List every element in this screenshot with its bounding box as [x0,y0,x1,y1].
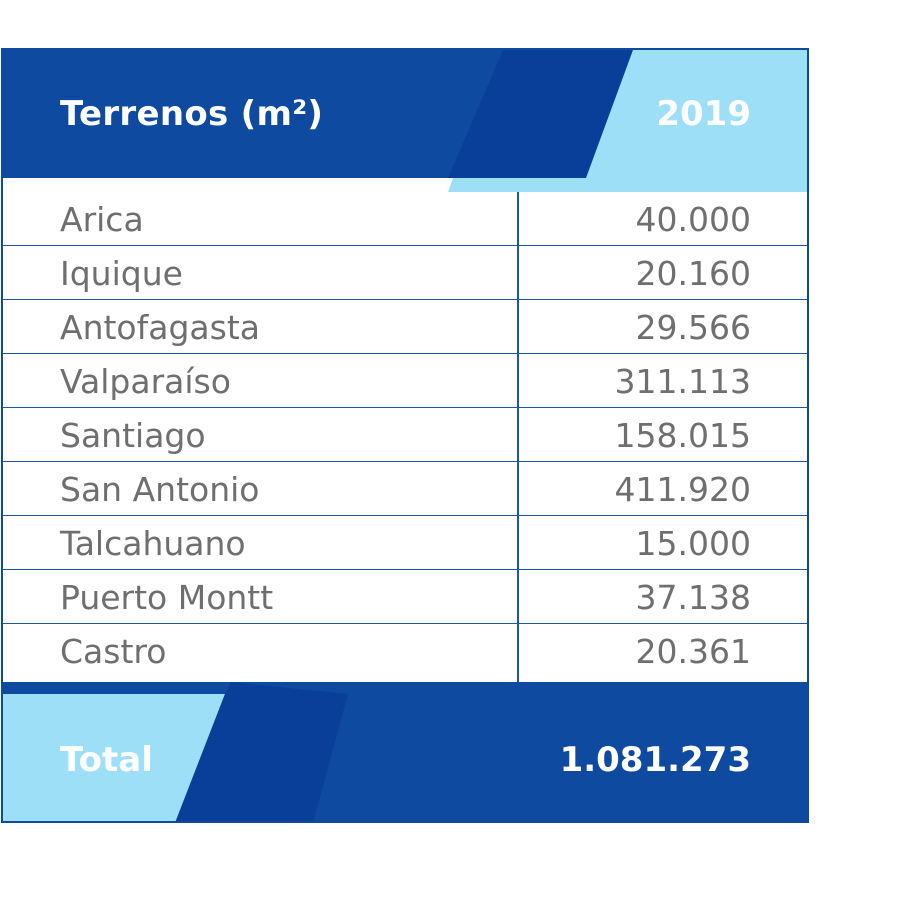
table-row: San Antonio 411.920 [3,462,807,516]
row-value: 37.138 [635,578,751,617]
total-label: Total [60,740,153,780]
table-row: Iquique 20.160 [3,246,807,300]
row-value: 158.015 [614,416,751,455]
table-footer: Total 1.081.273 [3,682,807,821]
total-value: 1.081.273 [559,740,751,780]
row-location: Arica [60,200,144,239]
header-year: 2019 [656,94,751,134]
row-value: 20.361 [635,632,751,671]
row-value: 40.000 [635,200,751,239]
land-area-table: Terrenos (m²) 2019 Arica 40.000 Iquique … [1,48,809,823]
table-row: Talcahuano 15.000 [3,516,807,570]
table-row: Arica 40.000 [3,192,807,246]
footer-background [3,682,807,821]
table-row: Valparaíso 311.113 [3,354,807,408]
row-location: Valparaíso [60,362,231,401]
header-background [3,50,807,192]
row-location: Talcahuano [60,524,246,563]
row-location: San Antonio [60,470,260,509]
table-row: Antofagasta 29.566 [3,300,807,354]
table-row: Castro 20.361 [3,624,807,678]
row-value: 311.113 [614,362,751,401]
table-row: Santiago 158.015 [3,408,807,462]
row-location: Antofagasta [60,308,260,347]
table-header: Terrenos (m²) 2019 [3,50,807,192]
table-body: Arica 40.000 Iquique 20.160 Antofagasta … [3,192,807,678]
row-location: Iquique [60,254,183,293]
row-value: 411.920 [614,470,751,509]
table-row: Puerto Montt 37.138 [3,570,807,624]
header-title: Terrenos (m²) [60,94,324,134]
row-value: 20.160 [635,254,751,293]
row-value: 15.000 [635,524,751,563]
column-divider [517,192,519,682]
row-location: Castro [60,632,167,671]
row-value: 29.566 [635,308,751,347]
row-location: Santiago [60,416,206,455]
row-location: Puerto Montt [60,578,274,617]
